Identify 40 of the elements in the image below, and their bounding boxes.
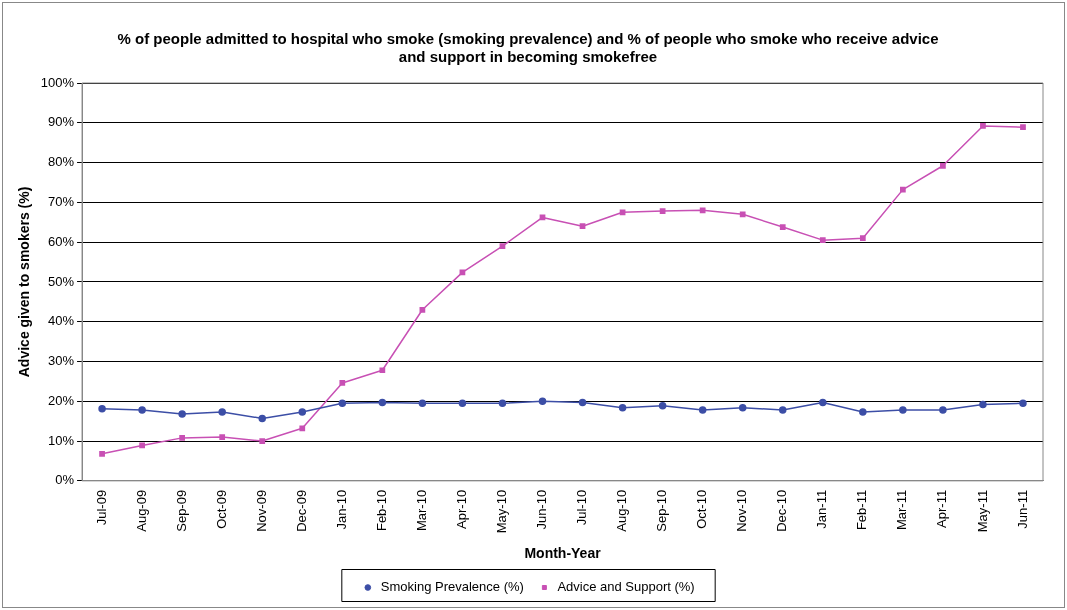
x-tick-label: Jun-10: [534, 489, 550, 530]
x-tick-label: Sep-09: [173, 489, 189, 532]
x-tick-label: May-10: [494, 489, 510, 534]
x-tick-label: Dec-10: [774, 489, 790, 532]
y-tick-label: 70%: [48, 193, 75, 209]
x-tick-label: Jan-11: [814, 489, 830, 529]
x-tick-label: Jan-10: [333, 489, 349, 530]
y-tick-label: 50%: [48, 273, 75, 289]
x-tick-label: Jul-10: [574, 489, 590, 526]
x-tick-label: May-11: [974, 489, 990, 533]
x-tick-label: Jun-11: [1014, 489, 1030, 529]
y-axis-title: Advice given to smokers (%): [16, 186, 33, 378]
y-tick-label: 20%: [48, 392, 75, 408]
x-tick-label: Jul-09: [93, 489, 109, 526]
legend-label: Advice and Support (%): [557, 579, 695, 595]
x-tick-label: Mar-11: [894, 489, 910, 531]
x-tick-label: Feb-11: [854, 489, 870, 531]
x-tick-label: Apr-11: [934, 489, 950, 528]
x-tick-label: Aug-10: [614, 489, 630, 532]
y-tick-label: 100%: [40, 74, 75, 90]
x-tick-label: Mar-10: [413, 489, 429, 532]
chart-title: % of people admitted to hospital who smoke (smoking prevalence) and % of people who smoke who receive advice and support in becoming smokefree: [117, 30, 939, 66]
y-tick-label: 40%: [48, 313, 75, 329]
y-tick-label: 30%: [48, 353, 75, 369]
x-tick-label: Nov-10: [734, 489, 750, 532]
y-tick-label: 90%: [48, 114, 75, 130]
legend-label: Smoking Prevalence (%): [380, 579, 524, 595]
x-tick-label: Aug-09: [133, 489, 149, 532]
y-tick-label: 0%: [55, 472, 75, 488]
y-tick-label: 60%: [48, 233, 75, 249]
y-tick-label: 10%: [48, 432, 75, 448]
x-tick-label: Sep-10: [654, 489, 670, 532]
x-axis-title: Month-Year: [524, 545, 602, 562]
x-tick-label: Dec-09: [293, 489, 309, 532]
x-tick-label: Oct-09: [213, 489, 229, 529]
x-tick-label: Apr-10: [454, 489, 469, 529]
x-tick-label: Nov-09: [253, 489, 269, 532]
x-tick-label: Oct-10: [694, 489, 710, 529]
y-tick-label: 80%: [48, 154, 75, 170]
x-tick-label: Feb-10: [373, 489, 389, 532]
